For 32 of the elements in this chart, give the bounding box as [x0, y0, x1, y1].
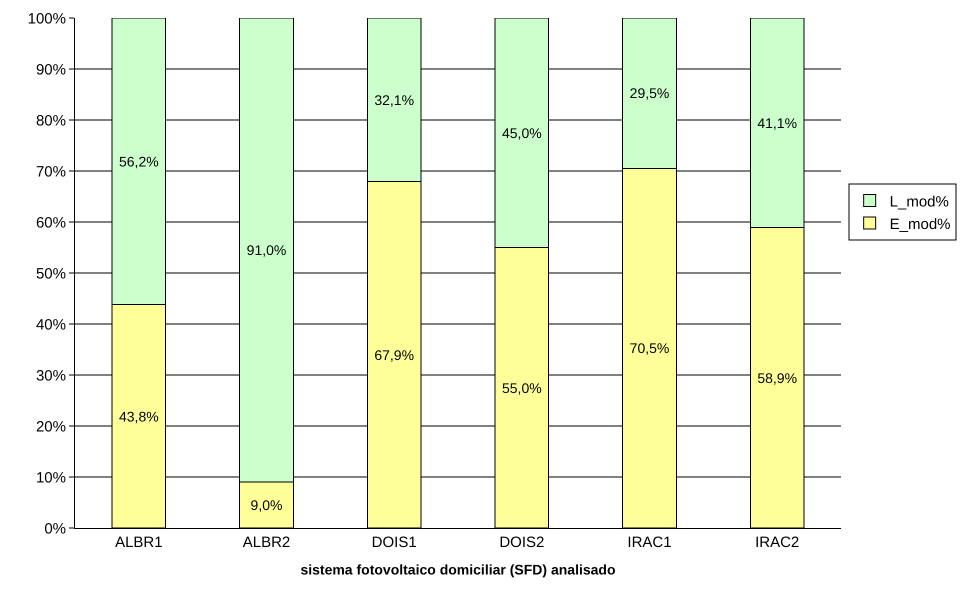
x-tick-label: IRAC2: [755, 534, 800, 551]
y-tick-label: 40%: [36, 316, 66, 334]
data-label: 55,0%: [502, 380, 542, 396]
data-label: 70,5%: [630, 340, 670, 356]
data-label: 43,8%: [118, 408, 159, 424]
x-tick-label: ALBR2: [242, 534, 290, 551]
x-tick-label: IRAC1: [627, 534, 672, 551]
data-label: 41,1%: [757, 114, 798, 131]
y-tick-label: 0%: [44, 520, 66, 538]
x-tick-label: ALBR1: [115, 534, 163, 551]
data-label: 91,0%: [246, 242, 286, 258]
data-label: 58,9%: [757, 370, 798, 386]
y-tick-label: 80%: [36, 112, 66, 130]
data-label: 67,9%: [374, 346, 414, 363]
data-label: 45,0%: [502, 124, 542, 141]
data-label: 29,5%: [630, 85, 670, 102]
y-tick-label: 100%: [28, 10, 66, 28]
y-tick-label: 10%: [36, 469, 66, 486]
y-tick-label: 60%: [36, 214, 66, 232]
data-label: 32,1%: [374, 92, 414, 108]
y-tick-label: 90%: [36, 61, 66, 78]
y-tick-label: 50%: [36, 265, 66, 282]
data-label: 9,0%: [250, 497, 282, 514]
legend-label: E_mod%: [890, 216, 951, 233]
x-tick-label: DOIS2: [499, 534, 544, 551]
x-tick-label: DOIS1: [372, 534, 417, 551]
x-axis-title: sistema fotovoltaico domiciliar (SFD) analisado: [300, 561, 616, 578]
y-tick-label: 70%: [36, 163, 66, 180]
y-tick-label: 20%: [36, 418, 66, 436]
legend-label: L_mod%: [890, 193, 949, 210]
data-label: 56,2%: [118, 153, 159, 170]
y-tick-label: 30%: [36, 367, 66, 384]
